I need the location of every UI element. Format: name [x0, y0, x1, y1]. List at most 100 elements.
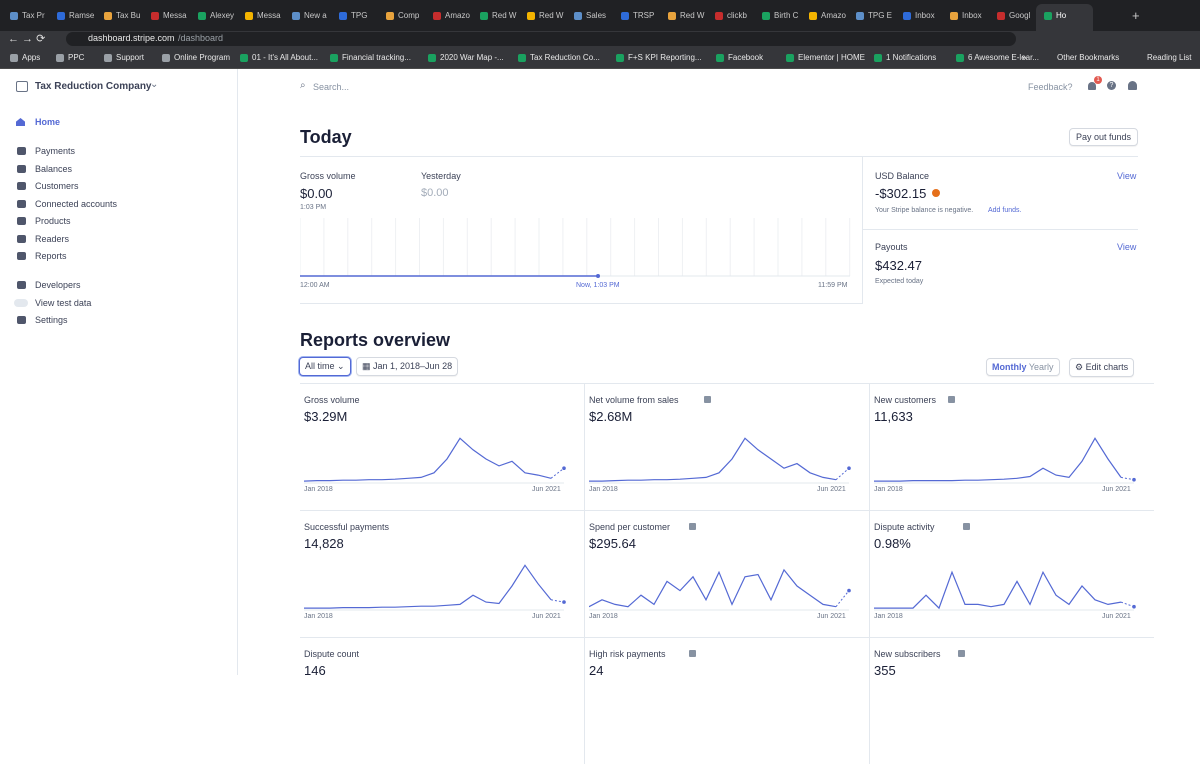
- nav-item[interactable]: Customers: [35, 181, 79, 191]
- card-value: 0.98%: [874, 536, 911, 551]
- bookmark[interactable]: 01 - It's All About...: [252, 53, 319, 62]
- nav-icon: [17, 217, 26, 225]
- bookmark[interactable]: 6 Awesome E-lear...: [968, 53, 1039, 62]
- gross-label[interactable]: Gross volume: [300, 171, 356, 181]
- tab[interactable]: TRSP: [633, 11, 655, 20]
- bookmark-more[interactable]: »: [1022, 53, 1027, 62]
- tab[interactable]: TPG E: [868, 11, 893, 20]
- nav-buttons[interactable]: ← → ⟳: [8, 33, 46, 45]
- tab[interactable]: Alexey: [210, 11, 235, 20]
- search[interactable]: Search...: [313, 82, 350, 92]
- chevron[interactable]: ⌄: [150, 79, 159, 90]
- bookmark[interactable]: F+S KPI Reporting...: [628, 53, 702, 62]
- info-icon: [688, 650, 696, 657]
- report-card[interactable]: Net volume from sales $2.68M Jan 2018 Jun 2…: [585, 383, 870, 510]
- bookmark[interactable]: PPC: [68, 53, 85, 62]
- bookmark[interactable]: Elementor | HOME: [798, 53, 865, 62]
- tab[interactable]: Red W: [492, 11, 517, 20]
- add-funds[interactable]: Add funds.: [988, 207, 1022, 214]
- feedback[interactable]: Feedback?: [1028, 82, 1073, 92]
- account[interactable]: [1128, 81, 1137, 90]
- tab[interactable]: Tax Bu: [116, 11, 141, 20]
- report-card[interactable]: High risk payments 24: [585, 637, 870, 764]
- sidebar: Tax Reduction Company ⌄ Home Payments Bal…: [0, 69, 238, 675]
- tab[interactable]: Birth C: [774, 11, 799, 20]
- nav-item[interactable]: Developers: [35, 280, 81, 290]
- tab-icon: [574, 12, 582, 20]
- nav-item[interactable]: Balances: [35, 163, 73, 174]
- tab[interactable]: Red W: [539, 11, 564, 20]
- today-title: Today: [300, 127, 352, 147]
- tab[interactable]: Messa: [257, 11, 281, 20]
- search-icon: ⌕: [300, 80, 306, 91]
- tab[interactable]: Amazo: [445, 11, 470, 20]
- bell[interactable]: [1088, 82, 1096, 90]
- nav-item[interactable]: Readers: [35, 233, 70, 244]
- tab[interactable]: Ramse: [69, 11, 94, 20]
- reading-list[interactable]: Reading List: [1147, 53, 1192, 62]
- report-card[interactable]: Gross volume $3.29M Jan 2018 Jun 2021: [300, 383, 585, 510]
- bookmark[interactable]: Support: [116, 53, 145, 62]
- help[interactable]: ?: [1107, 81, 1116, 90]
- nav-item[interactable]: Payments: [35, 146, 76, 156]
- nav-home[interactable]: Home: [35, 117, 61, 127]
- bookmark[interactable]: 2020 War Map -...: [440, 53, 504, 62]
- tab[interactable]: Red W: [680, 11, 705, 20]
- payouts-view[interactable]: View: [1117, 242, 1137, 252]
- report-card[interactable]: New customers 11,633 Jan 2018 Jun 2021: [870, 383, 1154, 510]
- report-card[interactable]: Dispute count 146: [300, 637, 585, 764]
- warning-icon: [932, 189, 940, 197]
- new-tab[interactable]: +: [1132, 8, 1140, 23]
- url-path: /dashboard: [178, 33, 224, 43]
- bookmark-icon: [874, 54, 882, 62]
- tab[interactable]: Comp: [398, 11, 420, 20]
- edit-charts[interactable]: ⚙ Edit charts: [1069, 358, 1135, 377]
- balance-view[interactable]: View: [1117, 171, 1137, 181]
- bookmark[interactable]: Online Program: [174, 53, 231, 62]
- interval-toggle[interactable]: Monthly Yearly: [986, 358, 1060, 376]
- tab[interactable]: New a: [304, 11, 327, 20]
- yearly[interactable]: Yearly: [1028, 362, 1054, 372]
- report-card[interactable]: Spend per customer $295.64 Jan 2018 Jun 202…: [585, 510, 870, 637]
- company-name[interactable]: Tax Reduction Company: [35, 81, 152, 92]
- tab[interactable]: Messa: [163, 11, 187, 20]
- bookmark[interactable]: 1 Notifications: [886, 53, 937, 62]
- range-select[interactable]: All time ⌄: [299, 357, 351, 376]
- payout-button[interactable]: Pay out funds: [1069, 128, 1139, 146]
- bookmark[interactable]: Tax Reduction Co...: [530, 53, 600, 62]
- tab[interactable]: TPG W: [351, 11, 368, 20]
- report-card[interactable]: Successful payments 14,828 Jan 2018 Jun 202…: [300, 510, 585, 637]
- report-card[interactable]: Dispute activity 0.98% Jan 2018 Jun 2021: [870, 510, 1154, 637]
- card-start: Jan 2018: [304, 613, 333, 620]
- tab[interactable]: Googl: [1009, 11, 1031, 20]
- nav-item[interactable]: Reports: [35, 251, 67, 261]
- bookmark[interactable]: Financial tracking...: [342, 53, 411, 62]
- tab[interactable]: Inbox: [915, 11, 935, 20]
- bookmark[interactable]: Facebook: [728, 53, 764, 62]
- tab[interactable]: Amazo: [821, 11, 846, 20]
- tab[interactable]: Ho: [1056, 11, 1067, 20]
- info-icon: [963, 523, 971, 530]
- report-card[interactable]: New subscribers 355: [870, 637, 1154, 764]
- tab[interactable]: Tax Pr: [22, 11, 45, 20]
- tab-icon: [151, 12, 159, 20]
- nav-item[interactable]: Settings: [35, 315, 68, 325]
- gross-time: 1:03 PM: [300, 204, 327, 211]
- url-field[interactable]: [66, 32, 1016, 46]
- tab[interactable]: Inbox: [962, 11, 982, 20]
- nav-icon: [14, 298, 28, 307]
- sparkline: [874, 570, 1136, 611]
- nav-item[interactable]: View test data: [35, 297, 92, 308]
- tab[interactable]: Sales: [586, 11, 607, 20]
- yesterday-label[interactable]: Yesterday: [421, 171, 461, 181]
- nav-item[interactable]: Products: [35, 216, 71, 226]
- other-bookmarks[interactable]: Other Bookmarks: [1057, 53, 1120, 62]
- nav-item[interactable]: Connected accounts: [35, 198, 118, 209]
- monthly[interactable]: Monthly: [992, 362, 1027, 372]
- bookmark[interactable]: Apps: [22, 53, 41, 62]
- tab[interactable]: clickb: [727, 11, 748, 20]
- bookmark-icon: [10, 54, 18, 62]
- date-button[interactable]: ▦ Jan 1, 2018–Jun 28: [356, 357, 459, 376]
- bookmark-icon: [786, 54, 794, 62]
